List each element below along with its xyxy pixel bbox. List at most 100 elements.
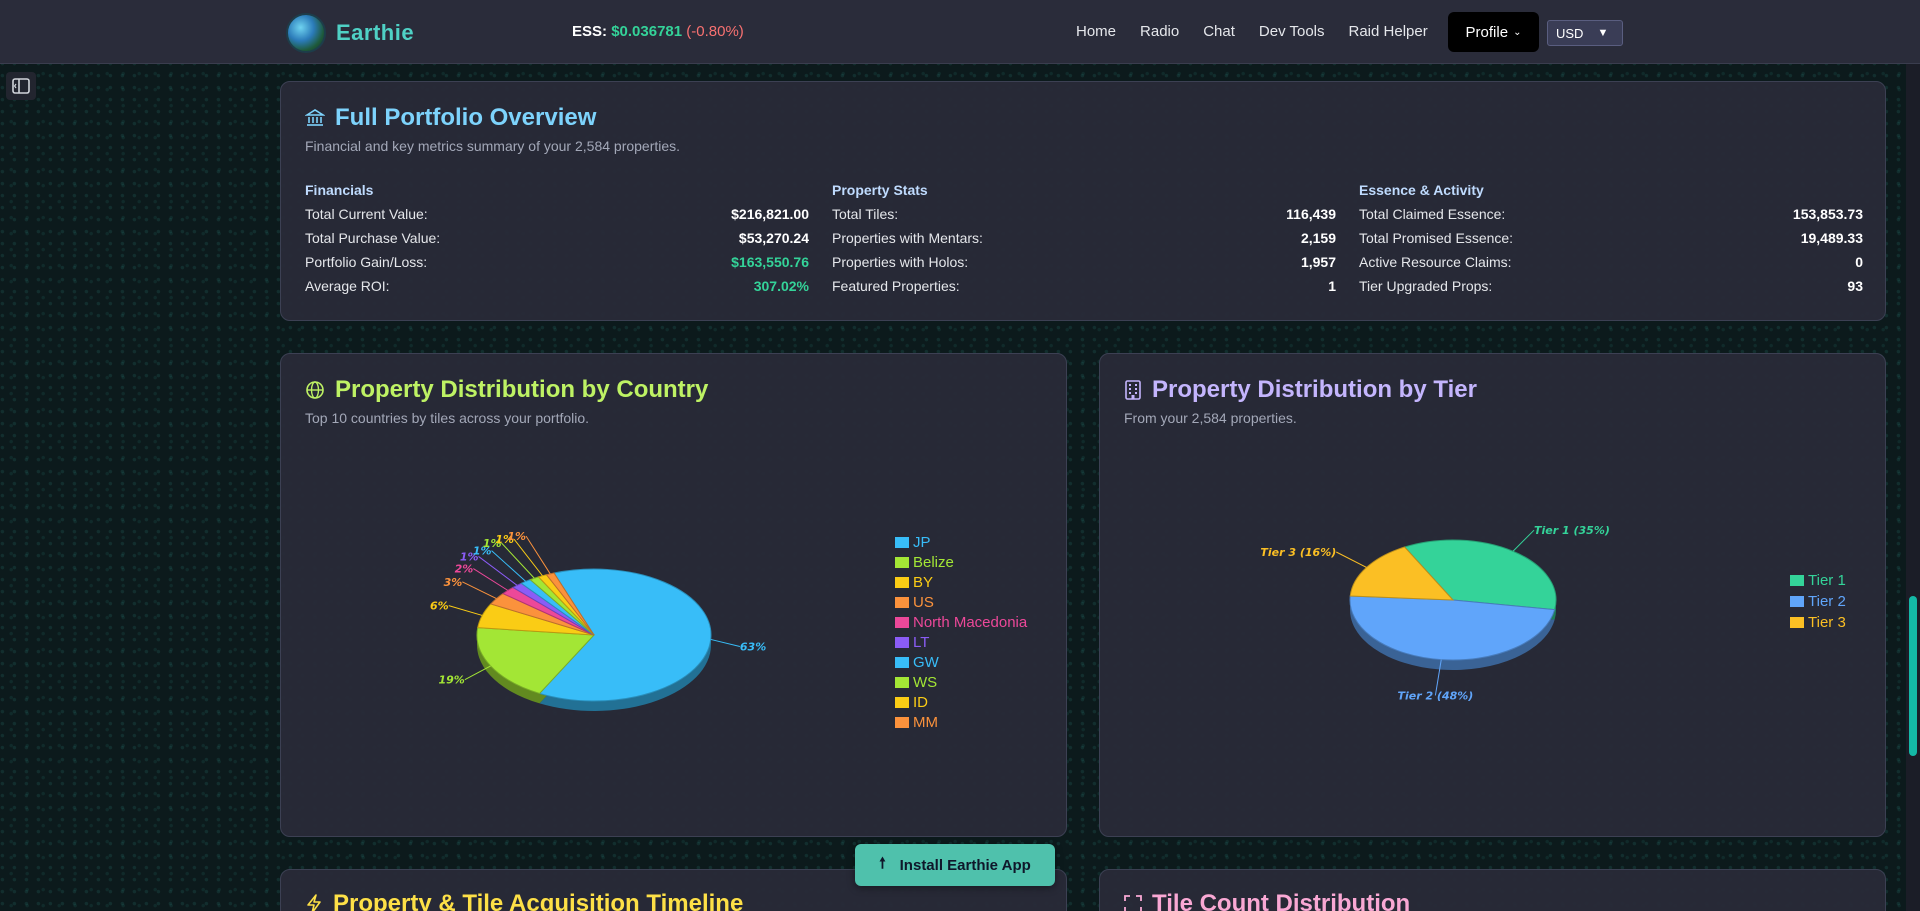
arrow-up-icon: 🠕	[879, 854, 886, 872]
stat-row: Properties with Holos: 1,957	[832, 254, 1336, 270]
currency-select[interactable]: USD ▼	[1547, 20, 1623, 46]
stat-value: $53,270.24	[738, 230, 809, 246]
tier-card-title: Property Distribution by Tier	[1152, 376, 1477, 403]
pie-label-leader	[478, 556, 518, 586]
legend-label: Tier 2	[1808, 593, 1846, 610]
pie-label-leader	[464, 665, 491, 681]
tile-count-card: Tile Count Distribution	[1099, 869, 1886, 911]
top-navbar: Earthie ESS: $0.036781 (-0.80%) Home Rad…	[0, 0, 1920, 64]
pie-data-label: 1%	[495, 533, 514, 546]
ess-ticker: ESS: $0.036781 (-0.80%)	[572, 23, 744, 40]
stat-row: Active Resource Claims: 0	[1359, 254, 1863, 270]
legend-item[interactable]: ID	[895, 694, 928, 711]
stat-label: Portfolio Gain/Loss:	[305, 254, 428, 270]
pie-label-leader	[513, 538, 543, 577]
legend-label: WS	[913, 674, 938, 691]
overview-title: Full Portfolio Overview	[335, 104, 597, 131]
tier-card-subtitle: From your 2,584 properties.	[1124, 410, 1297, 426]
nav-dev-tools[interactable]: Dev Tools	[1258, 23, 1325, 40]
legend-swatch	[895, 597, 909, 608]
legend-swatch	[895, 557, 909, 568]
stat-label: Featured Properties:	[832, 278, 960, 294]
nav-home[interactable]: Home	[1076, 23, 1117, 40]
legend-swatch	[1790, 617, 1804, 628]
stat-label: Properties with Holos:	[832, 254, 969, 270]
legend-label: Tier 3	[1808, 614, 1846, 631]
legend-item[interactable]: Tier 1	[1790, 572, 1846, 589]
pie-label-leader	[1512, 529, 1535, 552]
pie-label-leader	[448, 605, 483, 616]
brand[interactable]: Earthie	[286, 13, 414, 53]
pie-label-leader	[1434, 659, 1442, 696]
page-scrollbar[interactable]	[1906, 64, 1920, 911]
legend-item[interactable]: WS	[895, 674, 937, 691]
card-title: Tile Count Distribution	[1124, 890, 1410, 911]
legend-item[interactable]: Belize	[895, 554, 954, 571]
stat-value: 93	[1847, 278, 1863, 294]
pie-label-leader	[525, 535, 551, 575]
install-app-button[interactable]: 🠕 Install Earthie App	[855, 844, 1055, 886]
stat-row: Total Current Value: $216,821.00	[305, 206, 809, 222]
stat-label: Total Purchase Value:	[305, 230, 441, 246]
stat-row: Portfolio Gain/Loss: $163,550.76	[305, 254, 809, 270]
pie-slice-tier-2[interactable]	[1349, 595, 1556, 661]
card-title: Property Distribution by Tier	[1124, 376, 1477, 404]
legend-item[interactable]: LT	[895, 634, 929, 651]
stat-label: Properties with Mentars:	[832, 230, 983, 246]
legend-label: BY	[913, 574, 934, 591]
chevron-down-icon: ▼	[1597, 27, 1609, 39]
tilecount-card-title: Tile Count Distribution	[1152, 890, 1411, 911]
nav-raid-helper[interactable]: Raid Helper	[1348, 23, 1428, 40]
legend-item[interactable]: BY	[895, 574, 933, 591]
pie-data-label: 1%	[460, 550, 479, 563]
essence-heading: Essence & Activity	[1359, 182, 1484, 198]
pie-slice-mm[interactable]	[545, 572, 595, 636]
pie-data-label: Tier 3 (16%)	[1260, 546, 1336, 559]
nav-radio[interactable]: Radio	[1140, 23, 1180, 40]
stat-row: Total Claimed Essence: 153,853.73	[1359, 206, 1863, 222]
pie-label-leader	[491, 550, 527, 582]
timeline-card-title: Property & Tile Acquisition Timeline	[333, 890, 744, 911]
profile-button[interactable]: Profile ⌄	[1448, 12, 1539, 52]
property-stats-heading: Property Stats	[832, 182, 928, 198]
building-icon	[1124, 380, 1142, 400]
legend-swatch	[895, 697, 909, 708]
scrollbar-thumb[interactable]	[1909, 596, 1917, 756]
legend-item[interactable]: North Macedonia	[895, 614, 1027, 631]
country-pie-chart: 63%19%6%3%2%1%1%1%1%1%	[430, 530, 766, 711]
legend-item[interactable]: GW	[895, 654, 939, 671]
stat-value: 2,159	[1300, 230, 1336, 246]
install-label: Install Earthie App	[899, 856, 1031, 874]
stat-row: Total Promised Essence: 19,489.33	[1359, 230, 1863, 246]
legend-label: Tier 1	[1808, 572, 1846, 589]
globe-icon	[305, 380, 325, 400]
stat-value: 0	[1855, 254, 1863, 270]
pie-data-label: 1%	[473, 545, 492, 558]
legend-item[interactable]: US	[895, 594, 934, 611]
legend-label: ID	[913, 694, 928, 711]
legend-item[interactable]: Tier 3	[1790, 614, 1846, 631]
nav-links: Home Radio Chat Dev Tools Raid Helper	[1076, 23, 1452, 40]
pie-slice-tier-3[interactable]	[1349, 546, 1455, 601]
legend-swatch	[895, 617, 909, 628]
legend-swatch	[1790, 596, 1804, 607]
nav-chat[interactable]: Chat	[1203, 23, 1235, 40]
legend-item[interactable]: Tier 2	[1790, 593, 1846, 610]
stat-row: Featured Properties: 1	[832, 278, 1336, 294]
sidebar-panel-icon	[12, 78, 30, 94]
pie-data-label: 2%	[455, 563, 474, 576]
country-card-title: Property Distribution by Country	[335, 376, 709, 403]
expand-icon	[1124, 895, 1142, 911]
stat-value: 19,489.33	[1800, 230, 1863, 246]
stat-value: 116,439	[1286, 206, 1336, 222]
sidebar-toggle-button[interactable]	[6, 72, 36, 100]
pie-slice-belize[interactable]	[476, 627, 596, 694]
lightning-icon	[305, 894, 323, 911]
tier-pie-chart: Tier 1 (35%) Tier 2 (48%) Tier 3 (16%)	[1260, 524, 1610, 702]
pie-data-label: Tier 1 (35%)	[1534, 524, 1610, 537]
pie-slice-jp[interactable]	[538, 568, 712, 702]
stat-label: Active Resource Claims:	[1359, 254, 1512, 270]
legend-item[interactable]: JP	[895, 534, 931, 551]
legend-item[interactable]: MM	[895, 714, 938, 731]
legend-label: JP	[913, 534, 931, 551]
